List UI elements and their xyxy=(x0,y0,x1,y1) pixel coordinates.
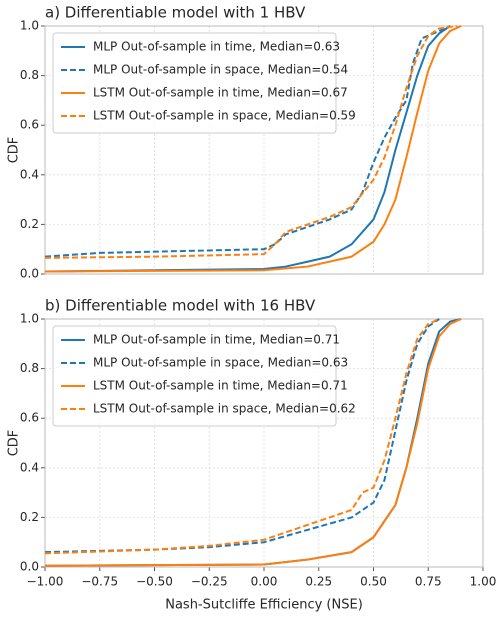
legend-label: MLP Out-of-sample in space, Median=0.63 xyxy=(93,356,348,370)
cdf-line xyxy=(44,25,462,273)
y-tick-label: 0.4 xyxy=(20,167,39,181)
legend-box xyxy=(52,325,337,427)
x-tick-label: −0.75 xyxy=(81,575,118,589)
y-tick-label: 1.0 xyxy=(20,312,39,326)
y-tick-label: 0.0 xyxy=(20,267,39,281)
y-tick-label: 0.6 xyxy=(20,118,39,132)
x-tick-label: 0.50 xyxy=(360,575,387,589)
y-tick-label: 0.8 xyxy=(20,68,39,82)
x-tick-label: 0.00 xyxy=(251,575,278,589)
legend-label: MLP Out-of-sample in time, Median=0.63 xyxy=(93,40,340,54)
cdf-line xyxy=(44,318,440,555)
panel-title: b) Differentiable model with 16 HBV xyxy=(45,297,316,315)
cdf-line xyxy=(44,318,440,554)
axes-frame xyxy=(44,318,484,568)
cdf-line xyxy=(44,25,457,259)
y-tick-label: 0.2 xyxy=(20,510,39,524)
x-tick-label: −0.25 xyxy=(191,575,228,589)
x-tick-label: 1.00 xyxy=(470,575,497,589)
y-tick-label: 0.4 xyxy=(20,460,39,474)
y-tick-label: 0.2 xyxy=(20,217,39,231)
y-tick-label: 0.8 xyxy=(20,361,39,375)
legend-label: MLP Out-of-sample in time, Median=0.71 xyxy=(93,333,340,347)
cdf-line xyxy=(44,318,462,567)
y-tick-label: 0.6 xyxy=(20,411,39,425)
x-tick-label: 0.25 xyxy=(305,575,332,589)
panel-title: a) Differentiable model with 1 HBV xyxy=(45,4,306,22)
legend-label: LSTM Out-of-sample in time, Median=0.67 xyxy=(93,86,348,100)
legend-label: MLP Out-of-sample in space, Median=0.54 xyxy=(93,63,348,77)
y-tick-label: 1.0 xyxy=(20,19,39,33)
legend-box xyxy=(52,32,337,134)
y-axis-label: CDF xyxy=(7,137,22,164)
x-tick-label: −0.50 xyxy=(136,575,173,589)
x-tick-label: −1.00 xyxy=(27,575,64,589)
y-tick-label: 0.0 xyxy=(20,560,39,574)
legend-label: LSTM Out-of-sample in space, Median=0.62 xyxy=(93,402,356,416)
x-axis-label: Nash-Sutcliffe Efficiency (NSE) xyxy=(165,598,363,613)
axes-frame xyxy=(44,25,484,275)
cdf-line xyxy=(44,25,451,273)
x-tick-label: 0.75 xyxy=(415,575,442,589)
legend-label: LSTM Out-of-sample in space, Median=0.59 xyxy=(93,109,356,123)
y-axis-label: CDF xyxy=(7,430,22,457)
legend-label: LSTM Out-of-sample in time, Median=0.71 xyxy=(93,379,348,393)
